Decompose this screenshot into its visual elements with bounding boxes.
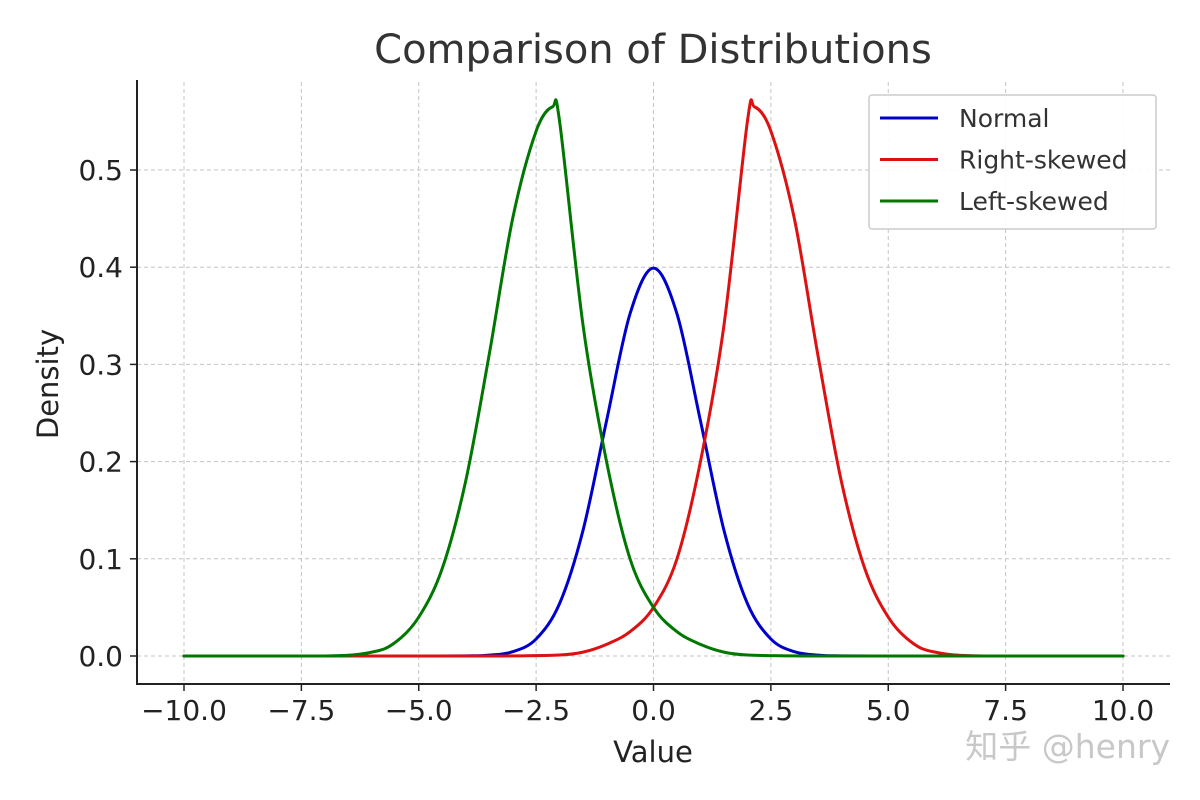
x-ticks: −10.0 −7.5 −5.0 −2.5 0.0 2.5 5.0 7.5 10.0 xyxy=(141,684,1154,727)
series-line-left-skewed xyxy=(182,98,1125,658)
legend: Normal Right-skewed Left-skewed xyxy=(868,94,1157,230)
x-tick-label: −10.0 xyxy=(141,694,227,727)
y-tick-label: 0.3 xyxy=(78,348,123,381)
y-axis-label: Density xyxy=(31,329,65,439)
legend-items: Normal Right-skewed Left-skewed xyxy=(880,104,1128,216)
y-tick-label: 0.4 xyxy=(78,251,123,284)
legend-item-right-skewed: Right-skewed xyxy=(880,146,1128,175)
legend-label: Right-skewed xyxy=(959,146,1128,175)
x-axis-label: Value xyxy=(613,735,693,769)
y-ticks: 0.0 0.1 0.2 0.3 0.4 0.5 xyxy=(78,154,137,673)
x-tick-label: −7.5 xyxy=(267,694,335,727)
x-tick-label: 10.0 xyxy=(1092,694,1154,727)
y-tick-label: 0.5 xyxy=(78,154,123,187)
series-line-right-skewed xyxy=(182,98,1125,658)
legend-box xyxy=(868,94,1157,230)
x-tick-label: 5.0 xyxy=(866,694,911,727)
legend-item-normal: Normal xyxy=(880,104,1049,133)
y-tick-label: 0.2 xyxy=(78,446,123,479)
legend-label: Normal xyxy=(959,104,1049,133)
x-tick-label: −2.5 xyxy=(502,694,570,727)
y-tick-label: 0.0 xyxy=(78,640,123,673)
chart-title: Comparison of Distributions xyxy=(374,27,932,73)
watermark: 知乎 @henry xyxy=(965,727,1170,766)
x-tick-label: 2.5 xyxy=(749,694,794,727)
y-tick-label: 0.1 xyxy=(78,543,123,576)
x-tick-label: 7.5 xyxy=(983,694,1028,727)
plot-lines xyxy=(182,98,1125,658)
legend-label: Left-skewed xyxy=(959,187,1109,216)
x-tick-label: −5.0 xyxy=(385,694,453,727)
legend-item-left-skewed: Left-skewed xyxy=(880,187,1109,216)
x-tick-label: 0.0 xyxy=(631,694,676,727)
